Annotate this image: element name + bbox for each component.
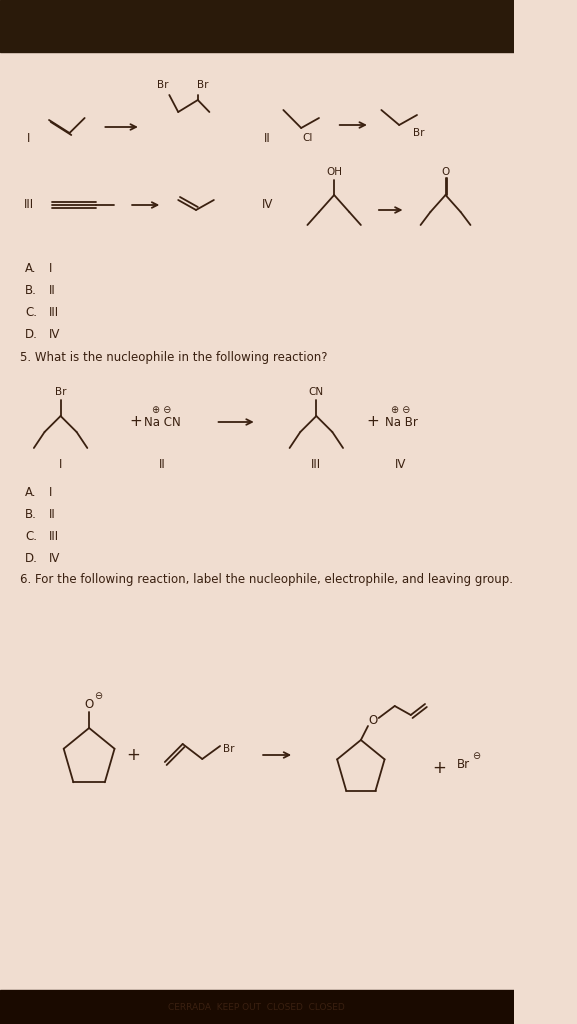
Text: IV: IV bbox=[395, 459, 407, 471]
Text: II: II bbox=[49, 508, 56, 520]
Text: A.: A. bbox=[25, 261, 36, 274]
Text: I: I bbox=[27, 131, 30, 144]
Text: B.: B. bbox=[25, 508, 37, 520]
Text: +: + bbox=[129, 415, 142, 429]
Text: Br: Br bbox=[158, 80, 169, 90]
Text: D.: D. bbox=[25, 328, 38, 341]
Bar bbox=[0, 990, 514, 1024]
Text: O: O bbox=[441, 167, 449, 177]
Text: ⊕ ⊖: ⊕ ⊖ bbox=[391, 406, 411, 415]
Text: IV: IV bbox=[49, 328, 61, 341]
Text: IV: IV bbox=[261, 199, 273, 212]
Text: I: I bbox=[49, 485, 53, 499]
Text: Na Br: Na Br bbox=[384, 417, 417, 429]
Text: C.: C. bbox=[25, 305, 37, 318]
Text: +: + bbox=[127, 746, 141, 764]
Text: O: O bbox=[369, 715, 378, 727]
Text: II: II bbox=[264, 131, 271, 144]
Text: Br: Br bbox=[55, 387, 66, 397]
Text: ⊕ ⊖: ⊕ ⊖ bbox=[152, 406, 172, 415]
Text: II: II bbox=[49, 284, 56, 297]
Text: Br: Br bbox=[413, 128, 425, 138]
Text: IV: IV bbox=[49, 552, 61, 564]
Text: ⊖: ⊖ bbox=[94, 691, 102, 701]
Text: ⊖: ⊖ bbox=[472, 751, 480, 761]
Text: 5. What is the nucleophile in the following reaction?: 5. What is the nucleophile in the follow… bbox=[20, 350, 327, 364]
Text: III: III bbox=[24, 199, 33, 212]
Text: III: III bbox=[49, 305, 59, 318]
Text: CERRADA  KEEP OUT  CLOSED  CLOSED: CERRADA KEEP OUT CLOSED CLOSED bbox=[168, 1004, 345, 1013]
Bar bbox=[0, 0, 514, 52]
Text: 6. For the following reaction, label the nucleophile, electrophile, and leaving : 6. For the following reaction, label the… bbox=[20, 573, 512, 587]
Text: OH: OH bbox=[326, 167, 342, 177]
Text: D.: D. bbox=[25, 552, 38, 564]
Text: CN: CN bbox=[309, 387, 324, 397]
Text: +: + bbox=[432, 759, 446, 777]
Text: A.: A. bbox=[25, 485, 36, 499]
Text: Br: Br bbox=[457, 759, 470, 771]
Text: I: I bbox=[49, 261, 53, 274]
Text: B.: B. bbox=[25, 284, 37, 297]
Text: Br: Br bbox=[223, 744, 235, 754]
Text: III: III bbox=[311, 459, 321, 471]
Text: C.: C. bbox=[25, 529, 37, 543]
Text: II: II bbox=[159, 459, 166, 471]
Text: +: + bbox=[366, 415, 379, 429]
Text: Na CN: Na CN bbox=[144, 417, 181, 429]
Text: I: I bbox=[59, 459, 62, 471]
Text: Br: Br bbox=[197, 80, 209, 90]
Text: III: III bbox=[49, 529, 59, 543]
Text: O: O bbox=[84, 697, 93, 711]
Text: Cl: Cl bbox=[302, 133, 313, 143]
